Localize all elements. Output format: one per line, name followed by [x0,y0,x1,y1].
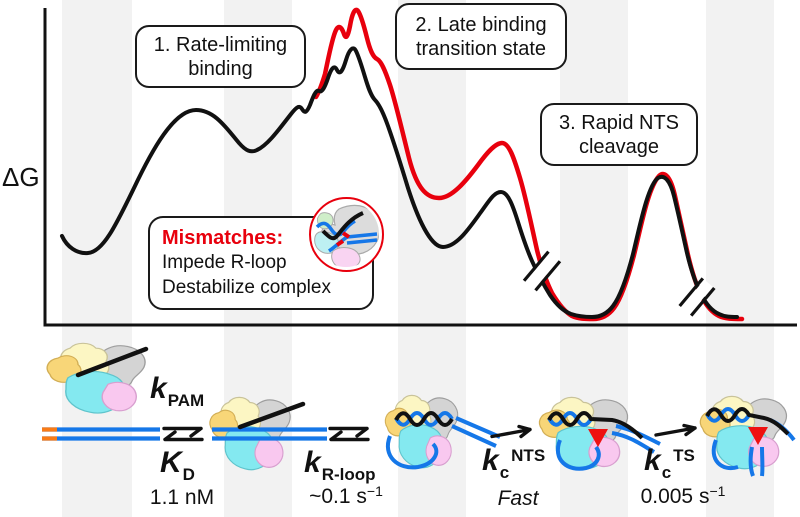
equilibrium-arrows-icon [328,426,370,442]
cas-complex-state-1 [42,342,160,441]
k-sub: R-loop [321,465,376,484]
mismatch-note-line: Impede R-loop [162,252,287,273]
rate-constant-kc-ts: kcTS [644,444,695,482]
rate-constant-krloop: kR-loop [304,446,376,484]
cleaved-strands [748,446,765,477]
crrna-line [237,401,306,430]
mismatch-note-title: Mismatches: [162,227,284,249]
forward-arrow-icon [654,423,697,437]
kc-nts-value: Fast [497,487,539,510]
k-base: k [644,444,661,477]
plot-axes [43,8,797,327]
cleavage-site-marker [748,427,768,445]
matched-energy-curve [60,46,739,320]
cleavage-site-marker [588,429,608,447]
callout-rapid-nts-cleavage: 3. Rapid NTS cleavage [540,103,698,166]
mismatch-note-line: Destabilize complex [162,276,331,298]
k-base: k [304,446,321,479]
value-base: ~0.1 s [309,485,367,508]
crrna-line [75,346,149,378]
cas-complex-state-2 [209,396,327,471]
axis-break-icon [522,250,562,292]
cas-complex-state-5 [699,395,796,477]
rate-constant-kpam: kPAM [150,372,204,410]
callout-line: binding [188,57,253,80]
cas-complex-state-4 [538,396,661,471]
k-sub: c [499,463,510,482]
callout-rate-limiting-binding: 1. Rate-limiting binding [135,25,306,88]
mismatch-complex-cartoon [314,204,379,267]
value-exponent: −1 [366,483,383,499]
equilibrium-arrows-icon [162,426,204,442]
mismatch-complex-icon [309,197,384,272]
krloop-value: ~0.1 s−1 [296,483,396,509]
callout-line: 1. Rate-limiting [153,33,288,56]
cas-complex-state-3 [384,394,501,470]
equilibrium-constant-kd: KD [160,446,195,484]
forward-arrow-icon [490,424,532,439]
k-base: k [150,372,167,405]
y-axis-label: ΔG [2,162,40,192]
callout-line: transition state [415,37,547,60]
k-sub: D [182,465,195,484]
k-sub: c [661,463,672,482]
value-exponent: −1 [709,483,726,499]
reaction-scheme [42,342,796,477]
axis-break-icon [678,277,716,317]
value-base: 0.005 s [640,485,710,508]
rate-constant-kc-nts: kcNTS [482,444,546,482]
callout-late-binding-transition-state: 2. Late binding transition state [395,3,567,70]
energy-landscape-plot [43,7,797,327]
kc-ts-value: 0.005 s−1 [628,483,738,509]
callout-line: cleavage [578,135,660,158]
kd-value: 1.1 nM [149,486,215,509]
callout-line: 3. Rapid NTS [558,111,680,134]
k-base: K [160,446,182,479]
k-base: k [482,444,499,477]
dna-duplex [42,427,160,441]
k-sup: TS [673,446,695,465]
target-strand [394,411,454,427]
k-sup: NTS [511,446,546,465]
callout-line: 2. Late binding [415,13,547,36]
k-sub: PAM [167,391,205,410]
